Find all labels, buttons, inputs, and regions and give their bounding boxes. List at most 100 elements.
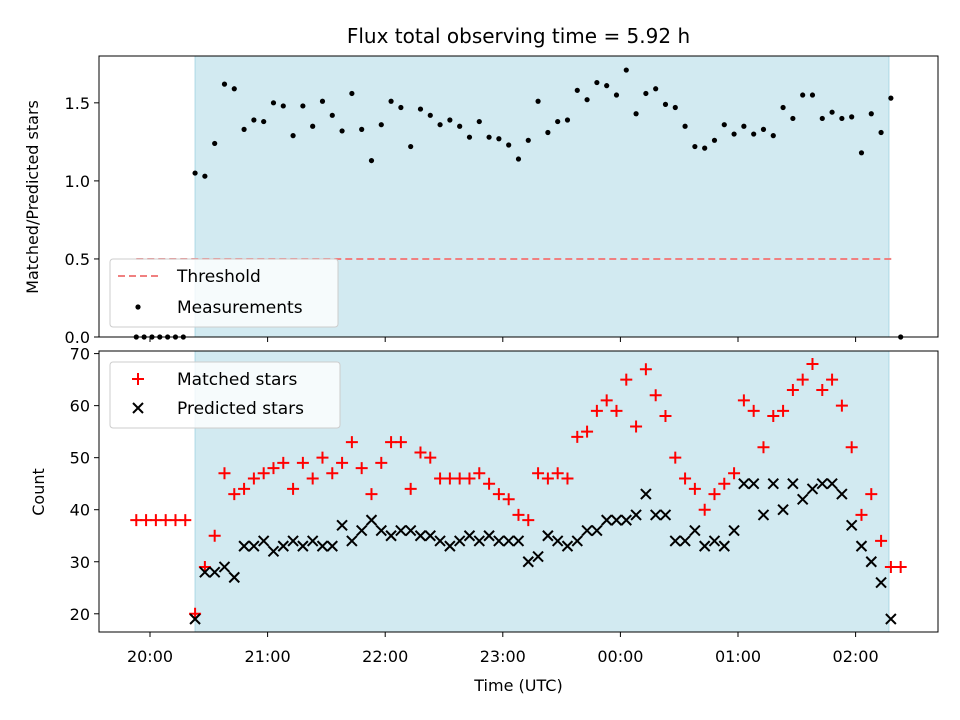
predicted-star-point xyxy=(365,514,378,526)
predicted-star-point xyxy=(257,535,270,547)
predicted-star-point xyxy=(473,535,485,547)
predicted-star-point xyxy=(885,613,897,625)
matched-star-point xyxy=(796,373,809,386)
predicted-star-point xyxy=(777,504,789,516)
matched-star-point xyxy=(375,456,388,469)
matched-star-point xyxy=(424,451,437,464)
measurement-point xyxy=(192,170,198,176)
predicted-star-point xyxy=(238,540,250,552)
predicted-star-point xyxy=(228,571,240,584)
matched-star-point xyxy=(669,451,682,464)
measurement-point xyxy=(555,118,561,125)
measurement-point xyxy=(878,129,884,136)
x-tick-label: 02:00 xyxy=(833,647,879,666)
measurement-point xyxy=(457,123,463,129)
measurement-point xyxy=(633,111,639,117)
predicted-star-point xyxy=(385,530,397,542)
top-y-tick-label: 1.0 xyxy=(65,172,90,191)
matched-star-point xyxy=(267,462,280,475)
measurement-point xyxy=(839,115,845,122)
predicted-star-point xyxy=(865,556,877,568)
measurement-point xyxy=(545,129,551,136)
measurement-point xyxy=(623,67,629,73)
measurement-point xyxy=(339,128,345,134)
matched-star-point xyxy=(326,467,339,480)
x-tick-label: 01:00 xyxy=(715,647,761,666)
matched-star-point xyxy=(777,404,790,417)
predicted-star-point xyxy=(826,477,838,490)
predicted-star-point xyxy=(208,566,221,578)
measurement-point xyxy=(858,150,865,156)
measurement-point xyxy=(408,143,414,150)
measurement-point xyxy=(476,118,482,125)
measurements-legend-marker xyxy=(135,304,141,310)
measurement-point xyxy=(290,133,296,139)
matched-star-point xyxy=(600,394,613,407)
measurement-point xyxy=(643,90,649,97)
matched-star-point xyxy=(718,477,731,490)
top-y-tick-label: 1.5 xyxy=(65,94,90,113)
matched-star-point xyxy=(767,410,780,423)
measurement-point xyxy=(359,126,365,132)
top-panel: 0.0 0.5 1.0 1.5 Flux total observing time =… xyxy=(23,24,939,347)
measurement-point xyxy=(398,104,404,111)
predicted-star-point xyxy=(591,524,603,537)
predicted-star-point xyxy=(336,519,348,532)
matched-star-point xyxy=(463,472,476,485)
matched-star-point xyxy=(806,358,819,371)
top-y-tick-label: 0.0 xyxy=(65,328,90,347)
predicted-star-point xyxy=(816,477,828,490)
measurement-point xyxy=(760,126,767,132)
predicted-star-point xyxy=(649,509,662,521)
measurement-point xyxy=(790,115,796,122)
matched-star-point xyxy=(786,384,799,397)
matched-star-point xyxy=(522,514,535,527)
predicted-star-point xyxy=(493,535,505,547)
predicted-star-point xyxy=(463,530,476,542)
measurement-point xyxy=(849,114,855,120)
measurement-point xyxy=(251,117,257,123)
predicted-star-point xyxy=(757,509,770,521)
matched-star-point xyxy=(228,488,241,501)
predicted-star-point xyxy=(453,535,466,547)
matched-star-point xyxy=(835,399,848,412)
measurement-point xyxy=(564,117,571,123)
measurement-point xyxy=(329,112,335,118)
matched-star-point xyxy=(355,462,368,475)
matched-star-point xyxy=(855,508,868,521)
matched-star-point xyxy=(257,467,270,480)
predicted-star-point xyxy=(395,524,407,537)
matched-star-point xyxy=(659,410,672,423)
measurement-point xyxy=(702,145,708,151)
measurement-point xyxy=(496,136,502,142)
predicted-star-point xyxy=(610,514,623,526)
predicted-star-point xyxy=(424,530,436,542)
bottom-plot-frame xyxy=(98,350,939,633)
bottom-legend: Matched stars Predicted stars xyxy=(109,361,341,429)
measurement-point xyxy=(202,173,208,179)
matched-star-point xyxy=(639,363,652,376)
matched-star-point xyxy=(287,482,300,495)
predicted-star-point xyxy=(698,540,711,552)
bottom-panel: 20 30 40 50 60 70 20:00 21:00 22:00 23:00 00:00 01… xyxy=(29,345,939,695)
measurement-point xyxy=(466,134,473,140)
matched-star-point xyxy=(551,467,564,480)
predicted-star-point xyxy=(316,540,329,552)
matched-star-point xyxy=(581,425,594,438)
matched-star-point xyxy=(247,472,260,485)
predicted-star-point xyxy=(581,524,593,537)
measurements-legend-label: Measurements xyxy=(177,298,303,318)
predicted-star-point xyxy=(483,530,495,542)
predicted-star-point xyxy=(669,535,681,547)
predicted-star-point xyxy=(267,545,280,558)
predicted-star-point xyxy=(199,566,211,578)
measurement-point xyxy=(261,118,267,125)
predicted-star-point xyxy=(306,535,319,547)
top-legend-box xyxy=(109,258,339,328)
matched-star-point xyxy=(218,467,231,480)
predicted-star-point xyxy=(346,535,358,547)
matched-star-point xyxy=(698,503,711,516)
matched-star-point xyxy=(404,482,417,495)
matched-star-point xyxy=(679,472,692,485)
predicted-star-point xyxy=(659,509,672,521)
